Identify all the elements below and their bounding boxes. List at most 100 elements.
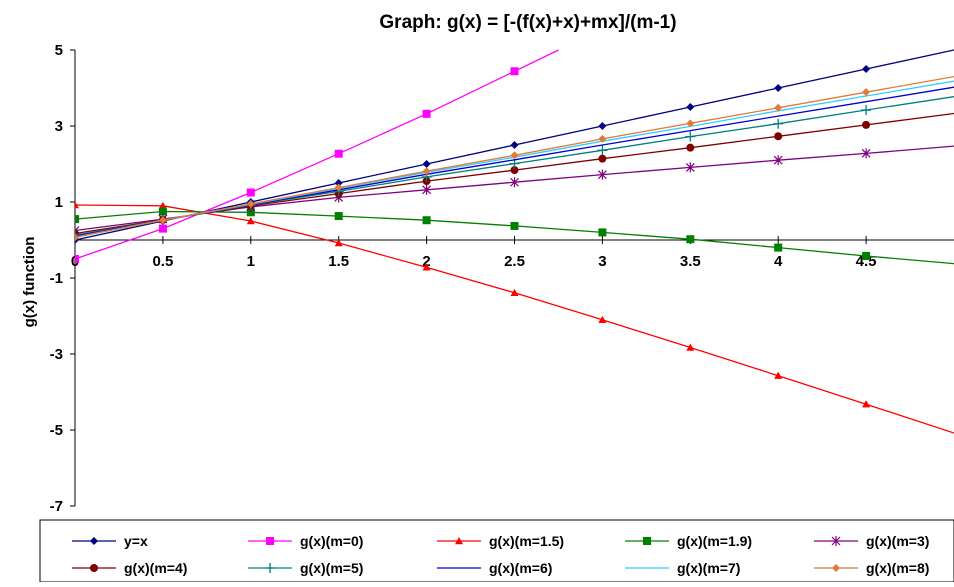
legend-label: g(x)(m=1.5) bbox=[489, 533, 564, 549]
data-point bbox=[598, 315, 607, 323]
x-tick-label: 2 bbox=[422, 253, 430, 270]
legend-item: g(x)(m=8) bbox=[814, 560, 929, 576]
legend-swatch-marker bbox=[832, 564, 840, 572]
series-10 bbox=[75, 75, 954, 242]
x-tick-label: 3.5 bbox=[680, 253, 701, 270]
y-tick-label: -5 bbox=[50, 422, 63, 439]
legend-item: g(x)(m=3) bbox=[814, 533, 929, 549]
data-point bbox=[246, 217, 255, 225]
legend-label: g(x)(m=4) bbox=[124, 560, 187, 576]
legend-box bbox=[39, 519, 954, 583]
data-point bbox=[774, 103, 783, 112]
data-point bbox=[862, 65, 871, 73]
chart-title: Graph: g(x) = [-(f(x)+x)+mx]/(m-1) bbox=[379, 12, 676, 33]
y-tick-label: -3 bbox=[50, 346, 63, 363]
legend-swatch-marker bbox=[265, 563, 275, 573]
data-point bbox=[685, 131, 696, 142]
data-point bbox=[686, 343, 695, 351]
x-tick-label: 2.5 bbox=[504, 253, 525, 270]
data-point bbox=[510, 177, 519, 188]
x-tick-label: 1.5 bbox=[328, 253, 349, 270]
data-point bbox=[773, 118, 784, 129]
data-point bbox=[75, 201, 79, 209]
legend-item: g(x)(m=4) bbox=[72, 560, 187, 576]
data-point bbox=[334, 179, 343, 187]
legend-swatch-marker bbox=[90, 564, 98, 572]
data-point bbox=[246, 208, 255, 217]
legend-item: g(x)(m=1.5) bbox=[437, 533, 564, 549]
legend-item: g(x)(m=6) bbox=[437, 560, 552, 576]
legend-swatch-marker bbox=[266, 537, 274, 545]
data-point bbox=[773, 155, 783, 166]
data-point bbox=[597, 145, 608, 156]
data-point bbox=[422, 263, 431, 271]
legend-label: g(x)(m=6) bbox=[489, 560, 552, 576]
data-point bbox=[686, 103, 695, 111]
legend-swatch-marker bbox=[455, 537, 463, 545]
data-point bbox=[510, 141, 519, 149]
y-tick-label: 5 bbox=[55, 42, 63, 59]
data-point bbox=[861, 148, 871, 159]
data-point bbox=[422, 184, 432, 195]
data-point bbox=[158, 201, 167, 209]
y-tick-label: 3 bbox=[55, 118, 63, 135]
data-point bbox=[686, 143, 695, 152]
data-point bbox=[861, 105, 872, 116]
x-tick-label: 3 bbox=[598, 253, 606, 270]
plot-area: 531-1-3-5-700.511.522.533.544.5 bbox=[50, 42, 954, 515]
data-point bbox=[510, 151, 519, 160]
series-6 bbox=[75, 112, 954, 238]
data-point bbox=[862, 120, 871, 129]
data-point bbox=[510, 288, 519, 297]
data-point bbox=[598, 154, 607, 163]
data-point bbox=[510, 166, 519, 175]
legend-label: g(x)(m=7) bbox=[677, 560, 740, 576]
legend-label: y=x bbox=[124, 533, 148, 549]
series-line bbox=[75, 49, 559, 260]
data-point bbox=[246, 199, 255, 208]
data-point bbox=[422, 216, 431, 225]
data-point bbox=[158, 216, 167, 225]
data-point bbox=[334, 149, 343, 158]
legend-item: y=x bbox=[72, 533, 148, 549]
data-point bbox=[334, 212, 343, 221]
data-point bbox=[686, 119, 695, 128]
data-point bbox=[334, 183, 343, 192]
data-point bbox=[862, 88, 871, 97]
legend-label: g(x)(m=1.9) bbox=[677, 533, 752, 549]
series-4 bbox=[75, 207, 954, 265]
data-point bbox=[597, 169, 607, 180]
x-tick-label: 4 bbox=[774, 253, 783, 270]
data-point bbox=[774, 243, 783, 252]
data-point bbox=[75, 233, 79, 242]
series-2 bbox=[75, 49, 559, 263]
data-point bbox=[75, 255, 79, 263]
data-point bbox=[685, 162, 695, 173]
data-point bbox=[598, 134, 607, 143]
legend-swatch-marker bbox=[831, 536, 841, 546]
data-point bbox=[422, 160, 431, 168]
legend-label: g(x)(m=5) bbox=[300, 560, 363, 576]
y-tick-label: -7 bbox=[50, 498, 63, 515]
series-1 bbox=[75, 49, 954, 244]
data-point bbox=[774, 132, 783, 141]
legend-item: g(x)(m=5) bbox=[248, 560, 363, 576]
legend-label: g(x)(m=3) bbox=[866, 533, 929, 549]
legend-swatch-marker bbox=[90, 537, 98, 545]
data-point bbox=[686, 235, 695, 244]
series-3 bbox=[75, 201, 954, 434]
legend-item: g(x)(m=0) bbox=[248, 533, 363, 549]
data-point bbox=[598, 122, 607, 130]
legend-item: g(x)(m=7) bbox=[625, 560, 740, 576]
data-point bbox=[774, 84, 783, 92]
data-point bbox=[862, 251, 871, 260]
data-point bbox=[158, 207, 167, 216]
y-tick-label: 1 bbox=[55, 194, 63, 211]
data-point bbox=[862, 400, 871, 408]
legend-label: g(x)(m=8) bbox=[866, 560, 929, 576]
data-point bbox=[598, 228, 607, 237]
legend: y=x g(x)(m=0) g(x)(m=1.5) g(x)(m=1.9) g(x)(m… bbox=[39, 519, 954, 583]
x-tick-label: 4.5 bbox=[856, 253, 877, 270]
